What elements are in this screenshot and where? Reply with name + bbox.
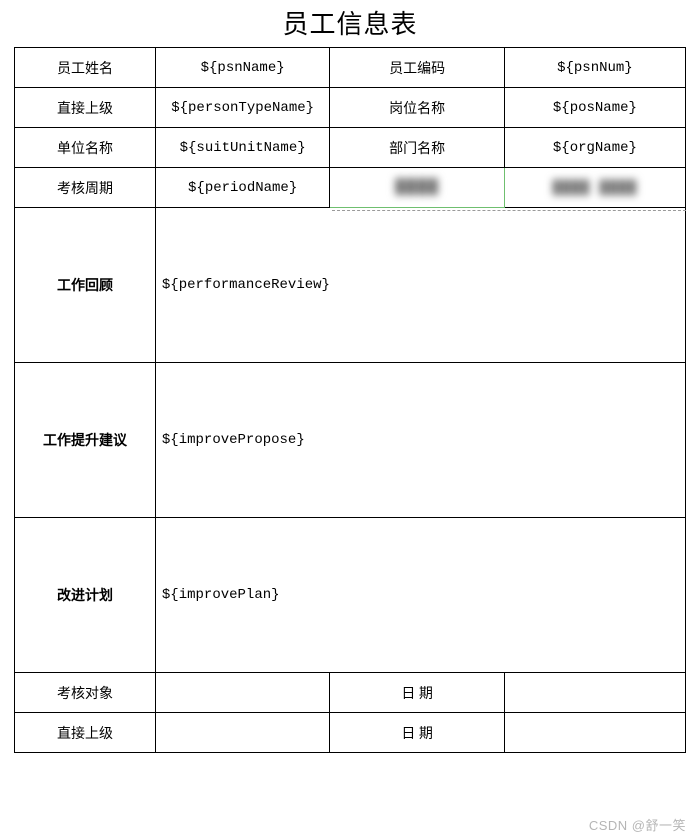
label-employee-name: 员工姓名 bbox=[15, 48, 156, 88]
label-improve-plan: 改进计划 bbox=[15, 518, 156, 673]
value-period: ${periodName} bbox=[155, 168, 329, 208]
value-date-2 bbox=[504, 713, 685, 753]
value-unit: ${suitUnitName} bbox=[155, 128, 329, 168]
obscured-cell-1: ████ bbox=[330, 168, 504, 208]
table-row: 工作回顾 ${performanceReview} bbox=[15, 208, 686, 363]
value-date-1 bbox=[504, 673, 685, 713]
value-position: ${posName} bbox=[504, 88, 685, 128]
table-row: 改进计划 ${improvePlan} bbox=[15, 518, 686, 673]
table-row: 工作提升建议 ${improvePropose} bbox=[15, 363, 686, 518]
value-employee-code: ${psnNum} bbox=[504, 48, 685, 88]
label-date-1: 日 期 bbox=[330, 673, 504, 713]
label-unit: 单位名称 bbox=[15, 128, 156, 168]
value-employee-name: ${psnName} bbox=[155, 48, 329, 88]
value-improve-propose: ${improvePropose} bbox=[155, 363, 685, 518]
dashed-divider bbox=[332, 210, 686, 211]
value-work-review: ${performanceReview} bbox=[155, 208, 685, 363]
label-position: 岗位名称 bbox=[330, 88, 504, 128]
table-row: 员工姓名 ${psnName} 员工编码 ${psnNum} bbox=[15, 48, 686, 88]
value-department: ${orgName} bbox=[504, 128, 685, 168]
label-department: 部门名称 bbox=[330, 128, 504, 168]
table-row: 直接上级 日 期 bbox=[15, 713, 686, 753]
value-supervisor-sign bbox=[155, 713, 329, 753]
label-supervisor-sign: 直接上级 bbox=[15, 713, 156, 753]
value-assessee-sign bbox=[155, 673, 329, 713]
label-supervisor: 直接上级 bbox=[15, 88, 156, 128]
table-row: 考核周期 ${periodName} ████ ████ ████ bbox=[15, 168, 686, 208]
page-title: 员工信息表 bbox=[14, 0, 686, 47]
watermark-text: CSDN @舒一笑 bbox=[589, 815, 686, 834]
label-work-review: 工作回顾 bbox=[15, 208, 156, 363]
label-improve-propose: 工作提升建议 bbox=[15, 363, 156, 518]
value-supervisor: ${personTypeName} bbox=[155, 88, 329, 128]
obscured-cell-2: ████ ████ bbox=[504, 168, 685, 208]
label-employee-code: 员工编码 bbox=[330, 48, 504, 88]
table-row: 考核对象 日 期 bbox=[15, 673, 686, 713]
label-period: 考核周期 bbox=[15, 168, 156, 208]
table-row: 直接上级 ${personTypeName} 岗位名称 ${posName} bbox=[15, 88, 686, 128]
label-date-2: 日 期 bbox=[330, 713, 504, 753]
employee-info-table: 员工姓名 ${psnName} 员工编码 ${psnNum} 直接上级 ${pe… bbox=[14, 47, 686, 753]
value-improve-plan: ${improvePlan} bbox=[155, 518, 685, 673]
table-row: 单位名称 ${suitUnitName} 部门名称 ${orgName} bbox=[15, 128, 686, 168]
label-assessee: 考核对象 bbox=[15, 673, 156, 713]
